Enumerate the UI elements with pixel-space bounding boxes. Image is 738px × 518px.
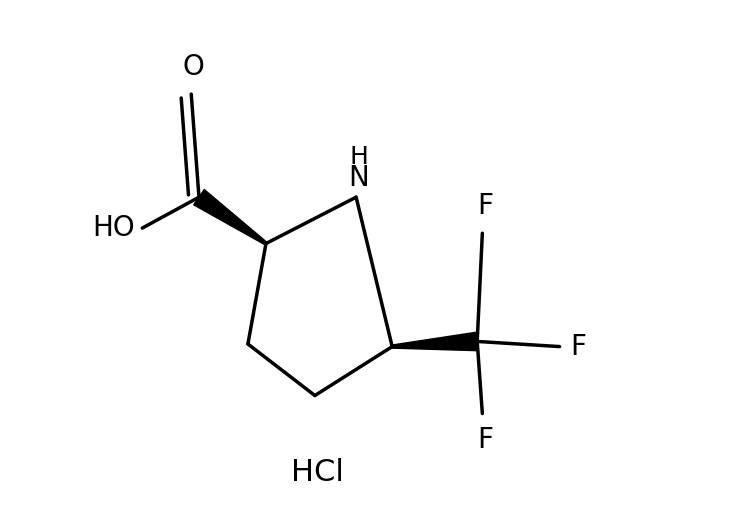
Text: F: F (477, 192, 493, 220)
Text: HO: HO (92, 214, 134, 242)
Text: F: F (570, 333, 586, 361)
Text: N: N (348, 164, 369, 192)
Text: O: O (183, 53, 204, 81)
Text: HCl: HCl (291, 458, 344, 487)
Polygon shape (392, 332, 477, 351)
Polygon shape (193, 190, 267, 245)
Text: F: F (477, 426, 493, 454)
Text: H: H (349, 145, 368, 169)
